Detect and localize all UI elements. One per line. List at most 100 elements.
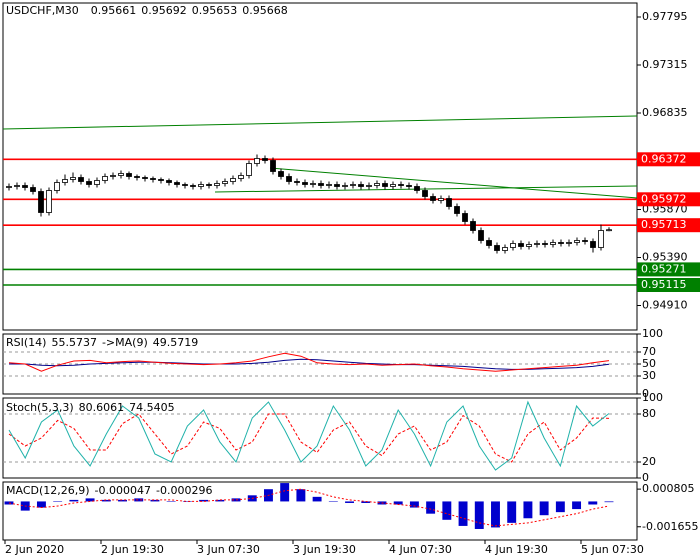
level-label: 0.95115 (641, 278, 687, 291)
level-label-box (637, 192, 700, 207)
chart-header: USDCHF,M30 0.95661 0.95692 0.95653 0.95668 (6, 4, 288, 17)
candle-body (302, 182, 308, 185)
candle-body (62, 179, 68, 183)
macd-signal-line (8, 488, 610, 527)
candle-body (502, 247, 508, 251)
time-label: 5 Jun 07:30 (581, 543, 644, 556)
symbol: USDCHF,M30 (6, 4, 79, 17)
candle-body (342, 185, 348, 187)
candle-body (406, 185, 412, 187)
macd-bar (199, 499, 209, 502)
trend-line (214, 185, 638, 193)
stoch-panel-frame (2, 397, 638, 479)
stoch-main-value: 80.6061 (79, 401, 125, 414)
candle-body (334, 184, 340, 187)
macd-bar (442, 501, 452, 520)
level-label-box (637, 152, 700, 167)
stoch-name: Stoch(5,3,3) (6, 401, 74, 414)
macd-bar (604, 501, 614, 503)
stoch-tick-label: 80 (642, 407, 656, 420)
macd-bar (409, 501, 419, 508)
stoch-title: Stoch(5,3,3) 80.6061 74.5405 (6, 401, 175, 414)
candle-body (414, 186, 420, 191)
candle-body (198, 184, 204, 187)
candle-body (606, 229, 612, 232)
rsi-title: RSI(14) 55.5737 ->MA(9) 49.5719 (6, 336, 198, 349)
candle-body (318, 183, 324, 186)
candle-body (566, 242, 572, 244)
rsi-tick-label: 70 (642, 345, 656, 358)
stoch-tick-label: 100 (642, 391, 663, 404)
candle-body (238, 175, 244, 179)
candle-body (462, 213, 468, 222)
candle-body (110, 175, 116, 177)
macd-title: MACD(12,26,9) -0.000047 -0.000296 (6, 484, 212, 497)
time-label: 3 Jun 19:30 (293, 543, 356, 556)
rsi-ma-value: 49.5719 (153, 336, 199, 349)
rsi-ma-name: ->MA(9) (102, 336, 148, 349)
candle-body (534, 243, 540, 245)
macd-bar (312, 496, 322, 502)
ohlc-value: 0.95668 (242, 4, 288, 17)
price-tick-label: 0.96835 (642, 106, 688, 119)
macd-bar (555, 501, 565, 513)
candle-body (454, 206, 460, 214)
candle-body (118, 173, 124, 176)
macd-bar (523, 501, 533, 519)
macd-bar (134, 498, 144, 502)
candle-body (6, 186, 12, 188)
macd-tick-label: 0.000805 (642, 482, 695, 495)
macd-bar (182, 501, 192, 502)
macd-bar (280, 483, 290, 502)
macd-bar (328, 501, 338, 502)
candle-body (550, 242, 556, 245)
level-label-box (637, 278, 700, 292)
candle-body (86, 181, 92, 185)
candle-body (430, 196, 436, 201)
candle-body (166, 180, 172, 183)
macd-bar (53, 501, 63, 502)
time-label: 4 Jun 07:30 (389, 543, 452, 556)
candle-body (214, 183, 220, 186)
rsi-value: 55.5737 (51, 336, 97, 349)
stoch-signal-line (8, 413, 610, 463)
candle-body (486, 240, 492, 246)
candle-body (150, 178, 156, 180)
trend-line (269, 167, 638, 199)
ohlc-value: 0.95661 (91, 4, 137, 17)
candle-body (382, 183, 388, 187)
candle-body (470, 221, 476, 231)
macd-panel-frame (2, 481, 638, 541)
candle-body (262, 158, 268, 161)
macd-bar (101, 499, 111, 502)
candle-body (574, 240, 580, 243)
time-label: 2 Jun 19:30 (101, 543, 164, 556)
price-tick-label: 0.97795 (642, 10, 688, 23)
candle-body (422, 190, 428, 197)
candle-body (254, 158, 260, 164)
time-label: 3 Jun 07:30 (197, 543, 260, 556)
macd-bar (296, 489, 306, 502)
candle-body (30, 187, 36, 192)
level-label-box (637, 262, 700, 277)
candle-body (158, 179, 164, 181)
macd-bar (539, 501, 549, 516)
candle-body (78, 177, 84, 182)
candle-body (438, 198, 444, 201)
candle-body (134, 176, 140, 178)
candle-body (326, 184, 332, 186)
macd-signal-value: -0.000296 (156, 484, 212, 497)
macd-bar (474, 501, 484, 529)
macd-bar (361, 501, 371, 503)
candle-body (142, 177, 148, 179)
candle-body (222, 181, 228, 184)
candle-body (526, 244, 532, 247)
rsi-tick-label: 50 (642, 357, 656, 370)
level-label-box (637, 218, 700, 233)
price-tick-label: 0.94910 (642, 299, 688, 312)
candle-body (46, 190, 52, 213)
candle-body (102, 176, 108, 181)
macd-bar (588, 501, 598, 505)
trend-line (2, 115, 638, 130)
candle-body (182, 184, 188, 186)
